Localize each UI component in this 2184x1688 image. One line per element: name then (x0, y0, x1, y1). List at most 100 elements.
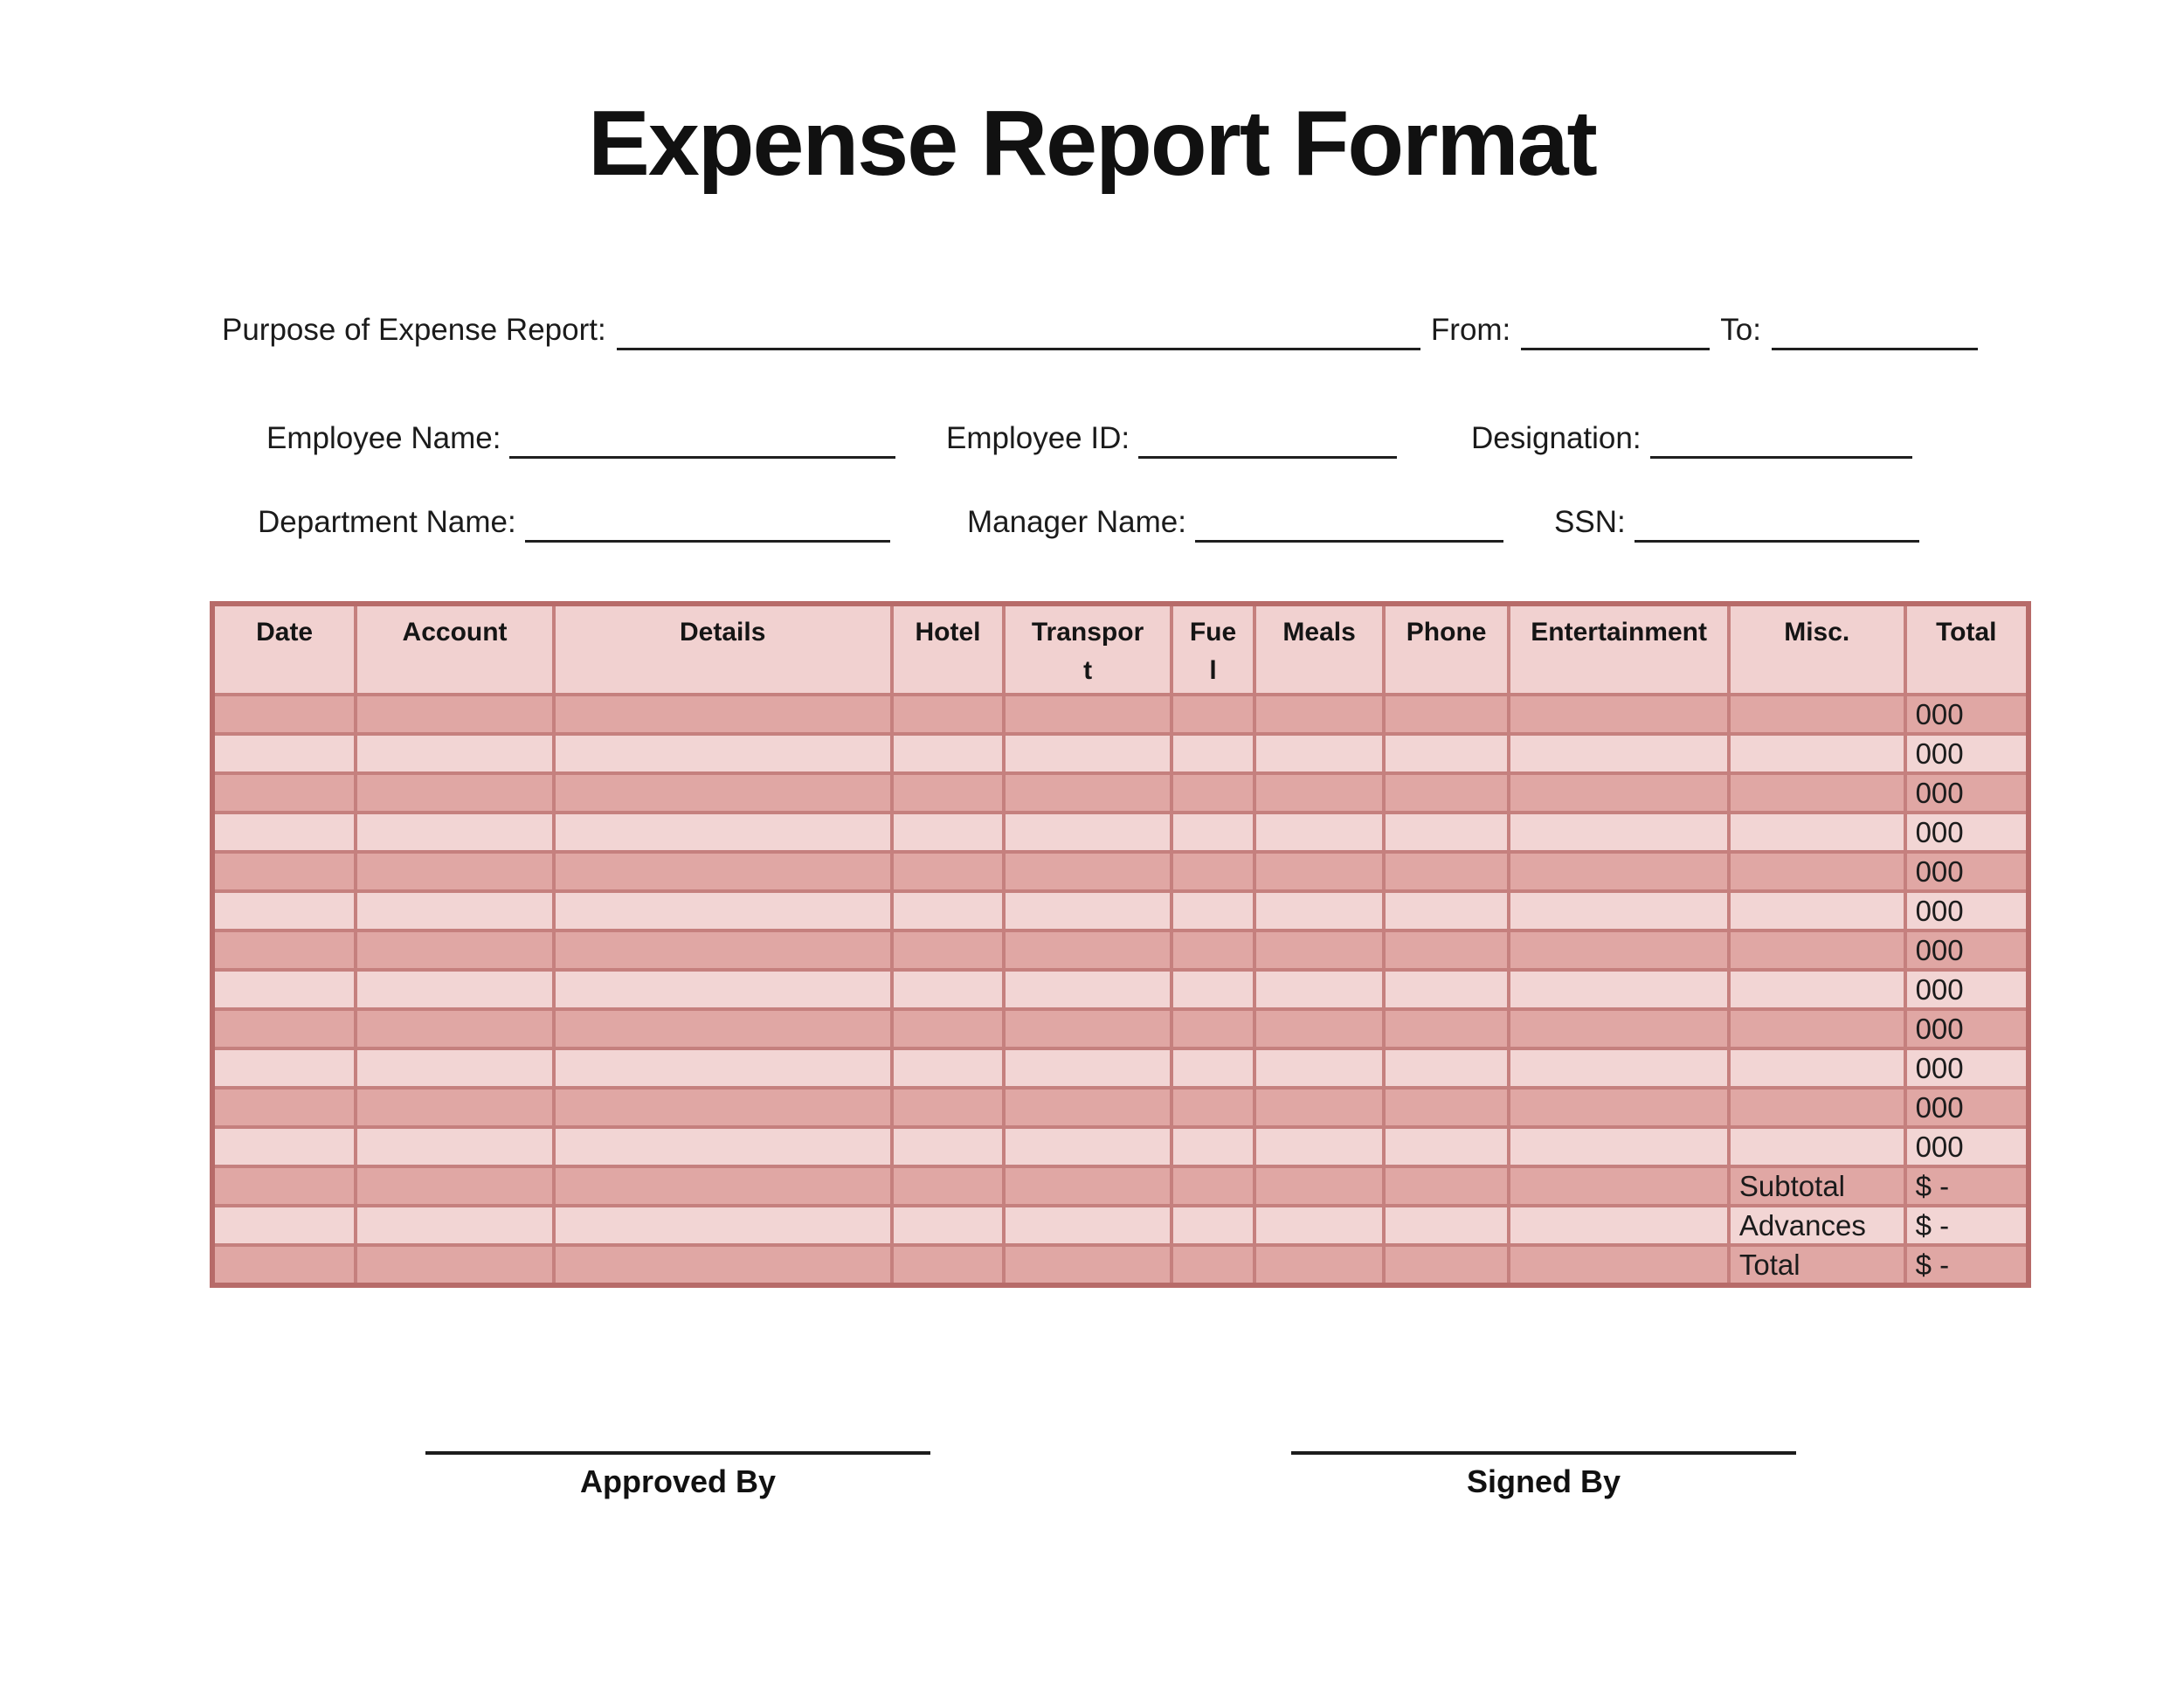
blank-cell[interactable] (1507, 1086, 1731, 1129)
blank-cell[interactable] (889, 771, 1006, 814)
blank-cell[interactable] (551, 811, 894, 854)
blank-cell[interactable] (889, 693, 1006, 736)
blank-cell[interactable] (1169, 811, 1257, 854)
blank-cell[interactable] (354, 1007, 556, 1050)
blank-cell[interactable] (1507, 1204, 1731, 1247)
blank-cell[interactable] (1381, 889, 1511, 932)
blank-cell[interactable] (210, 1125, 358, 1168)
blank-cell[interactable] (1253, 1204, 1386, 1247)
blank-cell[interactable] (1169, 1007, 1257, 1050)
blank-cell[interactable] (551, 732, 894, 775)
blank-cell[interactable] (1169, 1086, 1257, 1129)
approved-by-signature-line[interactable] (425, 1451, 930, 1455)
blank-cell[interactable] (1381, 771, 1511, 814)
blank-cell[interactable] (1381, 968, 1511, 1011)
blank-cell[interactable] (1169, 1243, 1257, 1287)
blank-cell[interactable] (210, 1007, 358, 1050)
blank-cell[interactable] (1002, 929, 1173, 972)
blank-cell[interactable] (354, 850, 556, 893)
blank-cell[interactable] (1726, 1007, 1907, 1050)
blank-cell[interactable] (1253, 732, 1386, 775)
employee-name-fill-line[interactable] (509, 416, 896, 459)
blank-cell[interactable] (1253, 693, 1386, 736)
blank-cell[interactable] (889, 1165, 1006, 1207)
blank-cell[interactable] (1381, 929, 1511, 972)
blank-cell[interactable] (551, 889, 894, 932)
blank-cell[interactable] (1002, 850, 1173, 893)
blank-cell[interactable] (1253, 1243, 1386, 1287)
blank-cell[interactable] (210, 1204, 358, 1247)
blank-cell[interactable] (889, 889, 1006, 932)
blank-cell[interactable] (551, 929, 894, 972)
blank-cell[interactable] (1726, 1125, 1907, 1168)
blank-cell[interactable] (1253, 1047, 1386, 1090)
blank-cell[interactable] (889, 1204, 1006, 1247)
blank-cell[interactable] (1507, 968, 1731, 1011)
blank-cell[interactable] (1253, 929, 1386, 972)
blank-cell[interactable] (354, 1165, 556, 1207)
blank-cell[interactable] (551, 1243, 894, 1287)
blank-cell[interactable] (1002, 1125, 1173, 1168)
blank-cell[interactable] (1726, 968, 1907, 1011)
blank-cell[interactable] (1726, 929, 1907, 972)
blank-cell[interactable] (210, 693, 358, 736)
blank-cell[interactable] (1169, 889, 1257, 932)
blank-cell[interactable] (1253, 1165, 1386, 1207)
blank-cell[interactable] (1507, 1165, 1731, 1207)
blank-cell[interactable] (1381, 732, 1511, 775)
signed-by-signature-line[interactable] (1291, 1451, 1796, 1455)
blank-cell[interactable] (354, 1125, 556, 1168)
blank-cell[interactable] (1726, 811, 1907, 854)
blank-cell[interactable] (551, 693, 894, 736)
blank-cell[interactable] (551, 1204, 894, 1247)
blank-cell[interactable] (889, 1047, 1006, 1090)
blank-cell[interactable] (1002, 1007, 1173, 1050)
blank-cell[interactable] (354, 693, 556, 736)
blank-cell[interactable] (1381, 1243, 1511, 1287)
blank-cell[interactable] (1253, 811, 1386, 854)
blank-cell[interactable] (1726, 889, 1907, 932)
blank-cell[interactable] (1002, 1243, 1173, 1287)
blank-cell[interactable] (210, 889, 358, 932)
blank-cell[interactable] (1253, 850, 1386, 893)
blank-cell[interactable] (551, 850, 894, 893)
blank-cell[interactable] (1507, 929, 1731, 972)
department-name-fill-line[interactable] (524, 500, 890, 543)
blank-cell[interactable] (1169, 732, 1257, 775)
blank-cell[interactable] (889, 1086, 1006, 1129)
blank-cell[interactable] (354, 732, 556, 775)
blank-cell[interactable] (1381, 1204, 1511, 1247)
blank-cell[interactable] (354, 929, 556, 972)
blank-cell[interactable] (1169, 1125, 1257, 1168)
blank-cell[interactable] (889, 1007, 1006, 1050)
blank-cell[interactable] (1002, 771, 1173, 814)
blank-cell[interactable] (1381, 1125, 1511, 1168)
blank-cell[interactable] (1169, 850, 1257, 893)
blank-cell[interactable] (889, 811, 1006, 854)
blank-cell[interactable] (210, 1047, 358, 1090)
blank-cell[interactable] (1002, 1204, 1173, 1247)
blank-cell[interactable] (210, 811, 358, 854)
blank-cell[interactable] (551, 1086, 894, 1129)
blank-cell[interactable] (1002, 889, 1173, 932)
blank-cell[interactable] (210, 850, 358, 893)
blank-cell[interactable] (354, 1086, 556, 1129)
blank-cell[interactable] (1381, 1086, 1511, 1129)
employee-id-fill-line[interactable] (1138, 416, 1398, 459)
blank-cell[interactable] (210, 1165, 358, 1207)
blank-cell[interactable] (551, 1125, 894, 1168)
blank-cell[interactable] (210, 1086, 358, 1129)
blank-cell[interactable] (1169, 968, 1257, 1011)
blank-cell[interactable] (210, 771, 358, 814)
manager-name-fill-line[interactable] (1194, 500, 1503, 543)
blank-cell[interactable] (1726, 1047, 1907, 1090)
blank-cell[interactable] (1002, 1086, 1173, 1129)
blank-cell[interactable] (1381, 811, 1511, 854)
blank-cell[interactable] (551, 1165, 894, 1207)
blank-cell[interactable] (354, 1204, 556, 1247)
blank-cell[interactable] (551, 1047, 894, 1090)
blank-cell[interactable] (1726, 771, 1907, 814)
blank-cell[interactable] (1726, 1086, 1907, 1129)
blank-cell[interactable] (354, 811, 556, 854)
blank-cell[interactable] (1507, 1047, 1731, 1090)
